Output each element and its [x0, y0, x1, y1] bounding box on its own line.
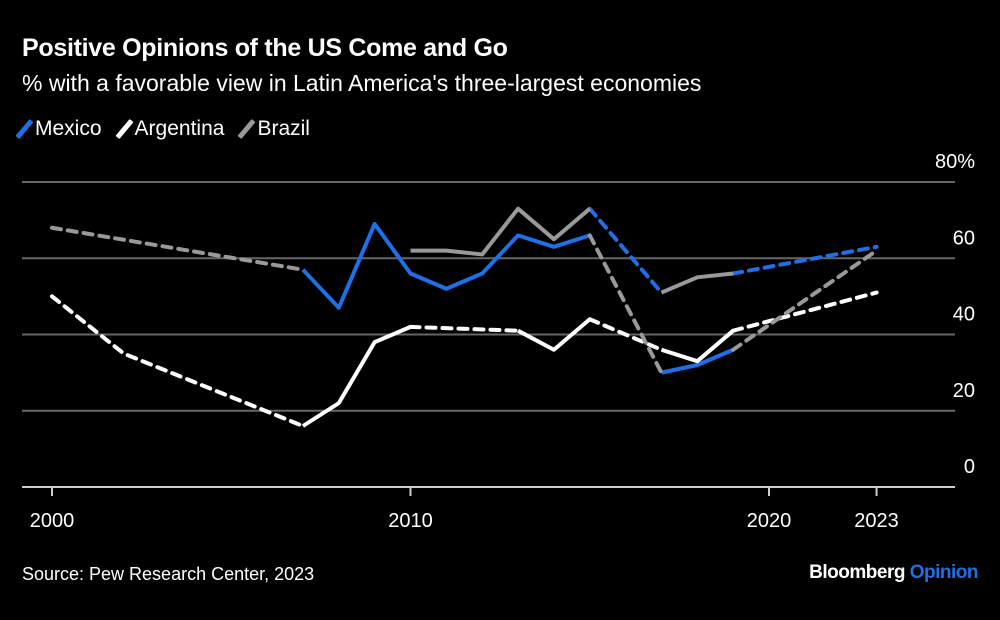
- y-tick-label: 80%: [935, 151, 975, 173]
- y-tick-label: 0: [964, 456, 975, 478]
- series-line-brazil-dashed: [731, 248, 879, 352]
- x-tick-label: 2020: [747, 510, 792, 532]
- series-line-argentina-dashed: [587, 317, 664, 352]
- x-tick-label: 2023: [854, 510, 899, 532]
- legend-label: Mexico: [35, 117, 102, 140]
- legend-item-argentina: Argentina: [115, 117, 225, 141]
- series-line-brazil: [410, 206, 592, 257]
- brand-section: Opinion: [909, 562, 979, 583]
- chart-subtitle: % with a favorable view in Latin America…: [22, 70, 702, 96]
- chart-title: Positive Opinions of the US Come and Go: [22, 34, 508, 62]
- y-tick-label: 20: [953, 380, 975, 402]
- series-line-mexico: [301, 221, 591, 310]
- legend-label: Brazil: [257, 117, 310, 140]
- series-line-argentina: [517, 317, 592, 352]
- series-line-argentina-dashed: [50, 294, 305, 428]
- x-tick-label: 2010: [388, 510, 433, 532]
- legend-label: Argentina: [134, 117, 225, 140]
- legend-item-brazil: Brazil: [237, 117, 310, 141]
- series-line-mexico-dashed: [587, 206, 664, 295]
- series-line-brazil: [660, 271, 734, 295]
- y-tick-label: 40: [953, 304, 975, 326]
- series-line-argentina-dashed: [408, 324, 521, 333]
- series-line-argentina: [301, 325, 412, 428]
- legend-item-mexico: Mexico: [15, 117, 102, 141]
- series-line-brazil-dashed: [50, 225, 305, 272]
- series-line-mexico-dashed: [731, 244, 879, 276]
- legend: Mexico Argentina Brazil: [15, 117, 310, 141]
- source-note: Source: Pew Research Center, 2023: [22, 564, 315, 584]
- series-line-argentina: [660, 329, 735, 364]
- series-line-brazil-dashed: [587, 233, 664, 375]
- series-line-argentina-dashed: [731, 290, 879, 333]
- brand-logo: Bloomberg Opinion: [809, 562, 978, 584]
- x-tick-label: 2000: [30, 510, 75, 532]
- y-tick-label: 60: [953, 227, 975, 249]
- series-line-mexico: [661, 347, 734, 375]
- brand-name: Bloomberg: [809, 562, 905, 583]
